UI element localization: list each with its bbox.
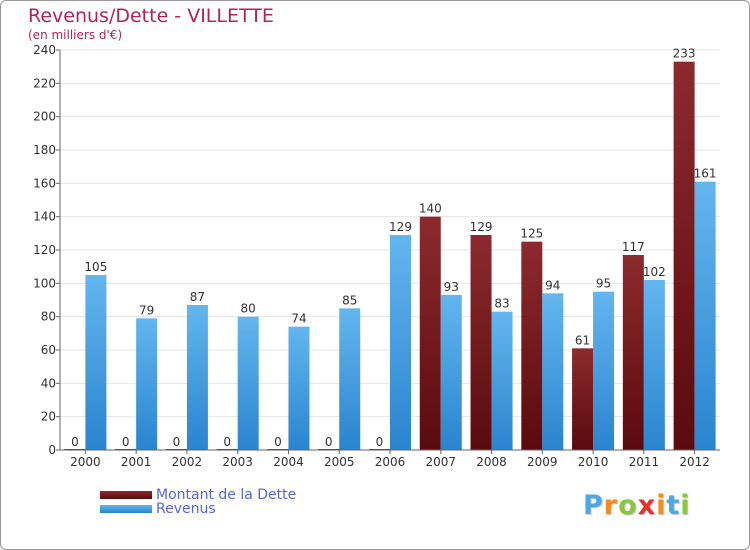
- data-labels: 0 105 0 79 0 87 0 80 0 74 0 85 0 129 140 93 129 83 125 94 61…: [71, 47, 717, 449]
- y-tick-label: 100: [33, 276, 56, 290]
- x-tick-label-2000: 2000: [70, 455, 101, 469]
- bar-dette-2012: [673, 61, 695, 451]
- legend-item-revenus: Revenus: [100, 501, 216, 517]
- x-tick-label-2007: 2007: [425, 455, 456, 469]
- label-revenus-2004: 74: [291, 312, 306, 326]
- logo-letter: i: [656, 490, 667, 521]
- label-revenus-2001: 79: [139, 303, 154, 317]
- label-revenus-2008: 83: [494, 297, 509, 311]
- x-tick-label-2001: 2001: [121, 455, 152, 469]
- y-tick-label: 120: [33, 243, 56, 257]
- y-tick-label: 160: [33, 176, 56, 190]
- bar-revenus-2005: [339, 308, 361, 450]
- bar-revenus-2010: [593, 291, 615, 450]
- label-dette-2009: 125: [520, 227, 543, 241]
- logo-letter: t: [666, 490, 681, 521]
- label-dette-2007: 140: [419, 202, 442, 216]
- bar-revenus-2011: [643, 280, 665, 450]
- label-revenus-2011: 102: [643, 265, 666, 279]
- label-dette-2005: 0: [325, 435, 333, 449]
- y-tick-label: 180: [33, 143, 56, 157]
- x-tick-label-2002: 2002: [172, 455, 203, 469]
- x-tick-label-2006: 2006: [375, 455, 406, 469]
- chart-subtitle: (en milliers d'€): [28, 28, 123, 42]
- label-dette-2004: 0: [274, 435, 282, 449]
- label-dette-2011: 117: [622, 240, 645, 254]
- label-revenus-2009: 94: [545, 278, 560, 292]
- bar-revenus-2000: [85, 275, 107, 450]
- logo-letter: i: [680, 490, 691, 521]
- legend-swatch-revenus: [100, 505, 152, 513]
- bar-revenus-2009: [542, 293, 564, 450]
- bar-revenus-2002: [186, 305, 208, 450]
- label-revenus-2005: 85: [342, 293, 357, 307]
- legend-item-dette: Montant de la Dette: [100, 487, 297, 503]
- bar-revenus-2004: [288, 326, 310, 450]
- y-tick-label: 0: [48, 443, 56, 457]
- label-dette-2006: 0: [376, 435, 384, 449]
- x-tick-label-2003: 2003: [222, 455, 253, 469]
- x-tick-label-2004: 2004: [273, 455, 304, 469]
- label-revenus-2000: 105: [84, 260, 107, 274]
- bar-dette-2009: [521, 241, 543, 450]
- logo-letter: r: [603, 490, 619, 521]
- x-tick-label-2012: 2012: [679, 455, 710, 469]
- x-tick-label-2005: 2005: [324, 455, 355, 469]
- bar-revenus-2008: [491, 311, 513, 450]
- legend-swatch-dette: [100, 491, 152, 499]
- x-tick-label-2010: 2010: [578, 455, 609, 469]
- logo-letter: P: [583, 490, 604, 521]
- logo-letter: o: [618, 490, 638, 521]
- bar-revenus-2012: [694, 181, 716, 450]
- y-tick-label: 200: [33, 110, 56, 124]
- label-revenus-2003: 80: [241, 302, 256, 316]
- x-tick-label-2011: 2011: [629, 455, 660, 469]
- label-revenus-2002: 87: [190, 290, 205, 304]
- bar-dette-2007: [419, 216, 441, 450]
- label-revenus-2010: 95: [596, 277, 611, 291]
- legend-label-revenus: Revenus: [156, 501, 216, 517]
- bar-revenus-2007: [440, 295, 462, 450]
- label-revenus-2006: 129: [389, 220, 412, 234]
- y-tick-label: 140: [33, 210, 56, 224]
- x-tick-label-2009: 2009: [527, 455, 558, 469]
- y-tick-label: 20: [41, 410, 56, 424]
- label-dette-2010: 61: [575, 333, 590, 347]
- y-tick-label: 220: [33, 76, 56, 90]
- label-revenus-2007: 93: [444, 280, 459, 294]
- bar-revenus-2001: [136, 318, 158, 450]
- x-tick-label-2008: 2008: [476, 455, 507, 469]
- bar-dette-2008: [470, 235, 492, 450]
- y-tick-label: 240: [33, 43, 56, 57]
- label-dette-2003: 0: [223, 435, 231, 449]
- bar-dette-2010: [572, 348, 594, 450]
- legend-label-dette: Montant de la Dette: [156, 487, 297, 503]
- label-dette-2002: 0: [173, 435, 181, 449]
- bar-revenus-2003: [237, 316, 259, 450]
- label-dette-2000: 0: [71, 435, 79, 449]
- bar-dette-2011: [622, 255, 644, 450]
- proxiti-logo: Proxiti: [583, 490, 691, 521]
- axes: 0 20 40 60 80 100 120 140 160 180 200 220 240 2000 200…: [33, 43, 720, 469]
- bar-revenus-2006: [390, 235, 411, 450]
- chart-title: Revenus/Dette - VILLETTE: [28, 5, 274, 27]
- y-tick-label: 40: [41, 376, 56, 390]
- label-dette-2012: 233: [673, 47, 696, 61]
- label-dette-2001: 0: [122, 435, 130, 449]
- y-tick-label: 80: [41, 310, 56, 324]
- label-revenus-2012: 161: [694, 167, 717, 181]
- y-tick-label: 60: [41, 343, 56, 357]
- label-dette-2008: 129: [470, 220, 493, 234]
- logo-letter: x: [637, 490, 657, 521]
- bars: [64, 61, 716, 451]
